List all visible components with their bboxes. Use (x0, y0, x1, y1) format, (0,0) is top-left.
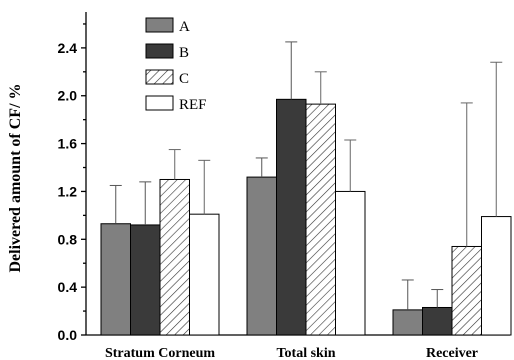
bar-ref-1 (189, 213, 220, 336)
legend-label-a: A (179, 19, 190, 35)
y-tick-label: 2.0 (58, 88, 78, 104)
x-tick-label: Receiver (426, 346, 478, 360)
bar-a-2 (246, 176, 277, 336)
y-tick-label: 1.6 (58, 136, 78, 152)
bar-a-1 (100, 223, 131, 336)
y-axis-label: Delivered amount of CF/ % (7, 83, 24, 272)
legend-swatch-c (145, 69, 174, 85)
bar-b-2 (276, 98, 307, 336)
legend-swatch-b (145, 43, 174, 59)
bar-b-3 (422, 306, 453, 336)
bar-c-2 (305, 103, 336, 336)
legend-swatch-a (145, 17, 174, 33)
legend-swatch-ref (145, 95, 174, 111)
bar-ref-2 (335, 190, 366, 336)
legend-label-ref: REF (179, 97, 207, 113)
y-tick-label: 2.4 (58, 40, 78, 56)
legend-label-b: B (179, 45, 189, 61)
x-tick-label: Stratum Corneum (105, 346, 215, 360)
y-tick-label: 0.8 (58, 231, 78, 247)
bar-c-1 (159, 178, 190, 336)
y-tick-label: 0.4 (58, 279, 78, 295)
bar-b-1 (130, 224, 161, 336)
legend-label-c: C (179, 71, 189, 87)
bar-ref-3 (481, 216, 512, 336)
legend: ABC REF (145, 17, 207, 113)
bar-a-3 (392, 309, 423, 336)
plot-area: 0.0 0.4 0.8 1.2 1.6 2.0 2.4 Stratum Corneum Tota… (58, 12, 512, 360)
y-tick-label: 0.0 (58, 327, 78, 343)
y-tick-label: 1.2 (58, 183, 78, 199)
x-tick-label: Total skin (276, 346, 335, 360)
bar-c-3 (451, 245, 482, 336)
